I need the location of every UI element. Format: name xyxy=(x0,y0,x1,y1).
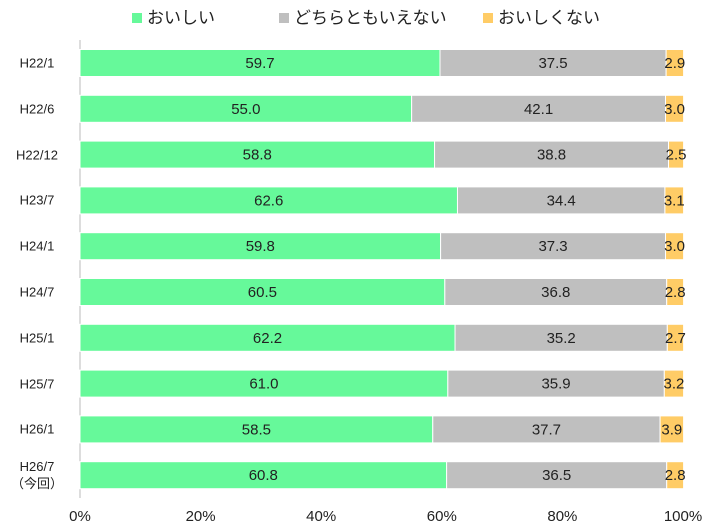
legend-label: どちらともいえない xyxy=(294,8,447,27)
bar-segment xyxy=(663,369,685,398)
data-label: 3.9 xyxy=(661,421,682,438)
data-label: 3.0 xyxy=(664,238,685,255)
data-label: 62.6 xyxy=(254,192,283,209)
data-label: 2.7 xyxy=(665,330,686,347)
data-label: 38.8 xyxy=(537,147,566,164)
data-label: 3.1 xyxy=(664,192,685,209)
data-label: 2.9 xyxy=(664,55,685,72)
legend-swatch xyxy=(279,13,289,23)
bar-segment xyxy=(79,186,458,215)
bar-segment xyxy=(665,94,685,123)
data-label: 34.4 xyxy=(547,192,576,209)
data-label: 36.5 xyxy=(542,467,571,484)
bar-segment xyxy=(666,278,685,306)
legend-label: おいしくない xyxy=(498,8,600,27)
bar-segment xyxy=(79,278,446,306)
legend-label: おいしい xyxy=(147,8,215,27)
data-label: 2.8 xyxy=(665,284,686,301)
x-tick-label: 60% xyxy=(427,508,457,525)
data-label: 3.0 xyxy=(664,101,685,118)
bar-segment xyxy=(79,140,436,169)
data-label: 37.7 xyxy=(532,421,561,438)
bar-segment xyxy=(79,369,449,398)
y-tick-label: H22/12 xyxy=(16,147,58,163)
data-label: 61.0 xyxy=(249,376,278,393)
data-label: 37.3 xyxy=(538,238,567,255)
data-label: 59.7 xyxy=(245,55,274,72)
y-tick-label: H22/1 xyxy=(19,55,55,71)
data-label: 60.8 xyxy=(249,467,278,484)
bar-segment xyxy=(666,323,685,352)
data-label: 59.8 xyxy=(246,238,275,255)
x-tick-label: 20% xyxy=(186,508,216,525)
bar-segment xyxy=(664,186,685,215)
y-tick-label: H26/1 xyxy=(19,421,55,437)
bar-segment xyxy=(659,415,685,444)
bar-segment xyxy=(454,323,668,352)
data-label: 35.9 xyxy=(541,376,570,393)
data-label: 58.5 xyxy=(242,421,271,438)
data-label: 37.5 xyxy=(538,55,567,72)
data-label: 3.2 xyxy=(664,376,685,393)
data-label: 2.8 xyxy=(665,467,686,484)
bar-segment xyxy=(411,94,667,123)
bar-segment xyxy=(79,94,413,123)
bar-segment xyxy=(447,369,665,398)
bar-segment xyxy=(79,415,434,444)
legend-swatch xyxy=(483,13,493,23)
legend-swatch xyxy=(132,13,142,23)
data-label: 35.2 xyxy=(547,330,576,347)
bar-segment xyxy=(665,49,685,77)
bar-segment xyxy=(432,415,661,444)
x-tick-label: 100% xyxy=(664,508,702,525)
y-tick-label: H24/7 xyxy=(19,284,55,300)
y-tick-label: H25/1 xyxy=(19,330,55,346)
y-tick-label: H26/7 （今回） xyxy=(10,459,63,492)
data-label: 60.5 xyxy=(248,284,277,301)
bar-segment xyxy=(666,461,685,490)
data-label: 2.5 xyxy=(666,147,687,164)
data-label: 58.8 xyxy=(243,147,272,164)
bar-segment xyxy=(79,232,442,261)
x-tick-label: 80% xyxy=(547,508,577,525)
bar-segment xyxy=(444,278,668,306)
x-tick-label: 40% xyxy=(306,508,336,525)
y-tick-label: H22/6 xyxy=(19,101,55,117)
bar-segment xyxy=(434,140,670,169)
data-label: 55.0 xyxy=(231,101,260,118)
data-label: 42.1 xyxy=(524,101,553,118)
y-tick-label: H24/1 xyxy=(19,238,55,254)
data-label: 36.8 xyxy=(541,284,570,301)
bar-segment xyxy=(456,186,666,215)
y-tick-label: H23/7 xyxy=(19,192,55,208)
x-tick-label: 0% xyxy=(69,508,91,525)
bar-segment xyxy=(446,461,668,490)
bar-segment xyxy=(440,232,667,261)
bar-segment xyxy=(439,49,667,77)
bar-segment xyxy=(668,140,685,169)
y-tick-label: H25/7 xyxy=(19,376,55,392)
bar-segment xyxy=(665,232,685,261)
data-label: 62.2 xyxy=(253,330,282,347)
